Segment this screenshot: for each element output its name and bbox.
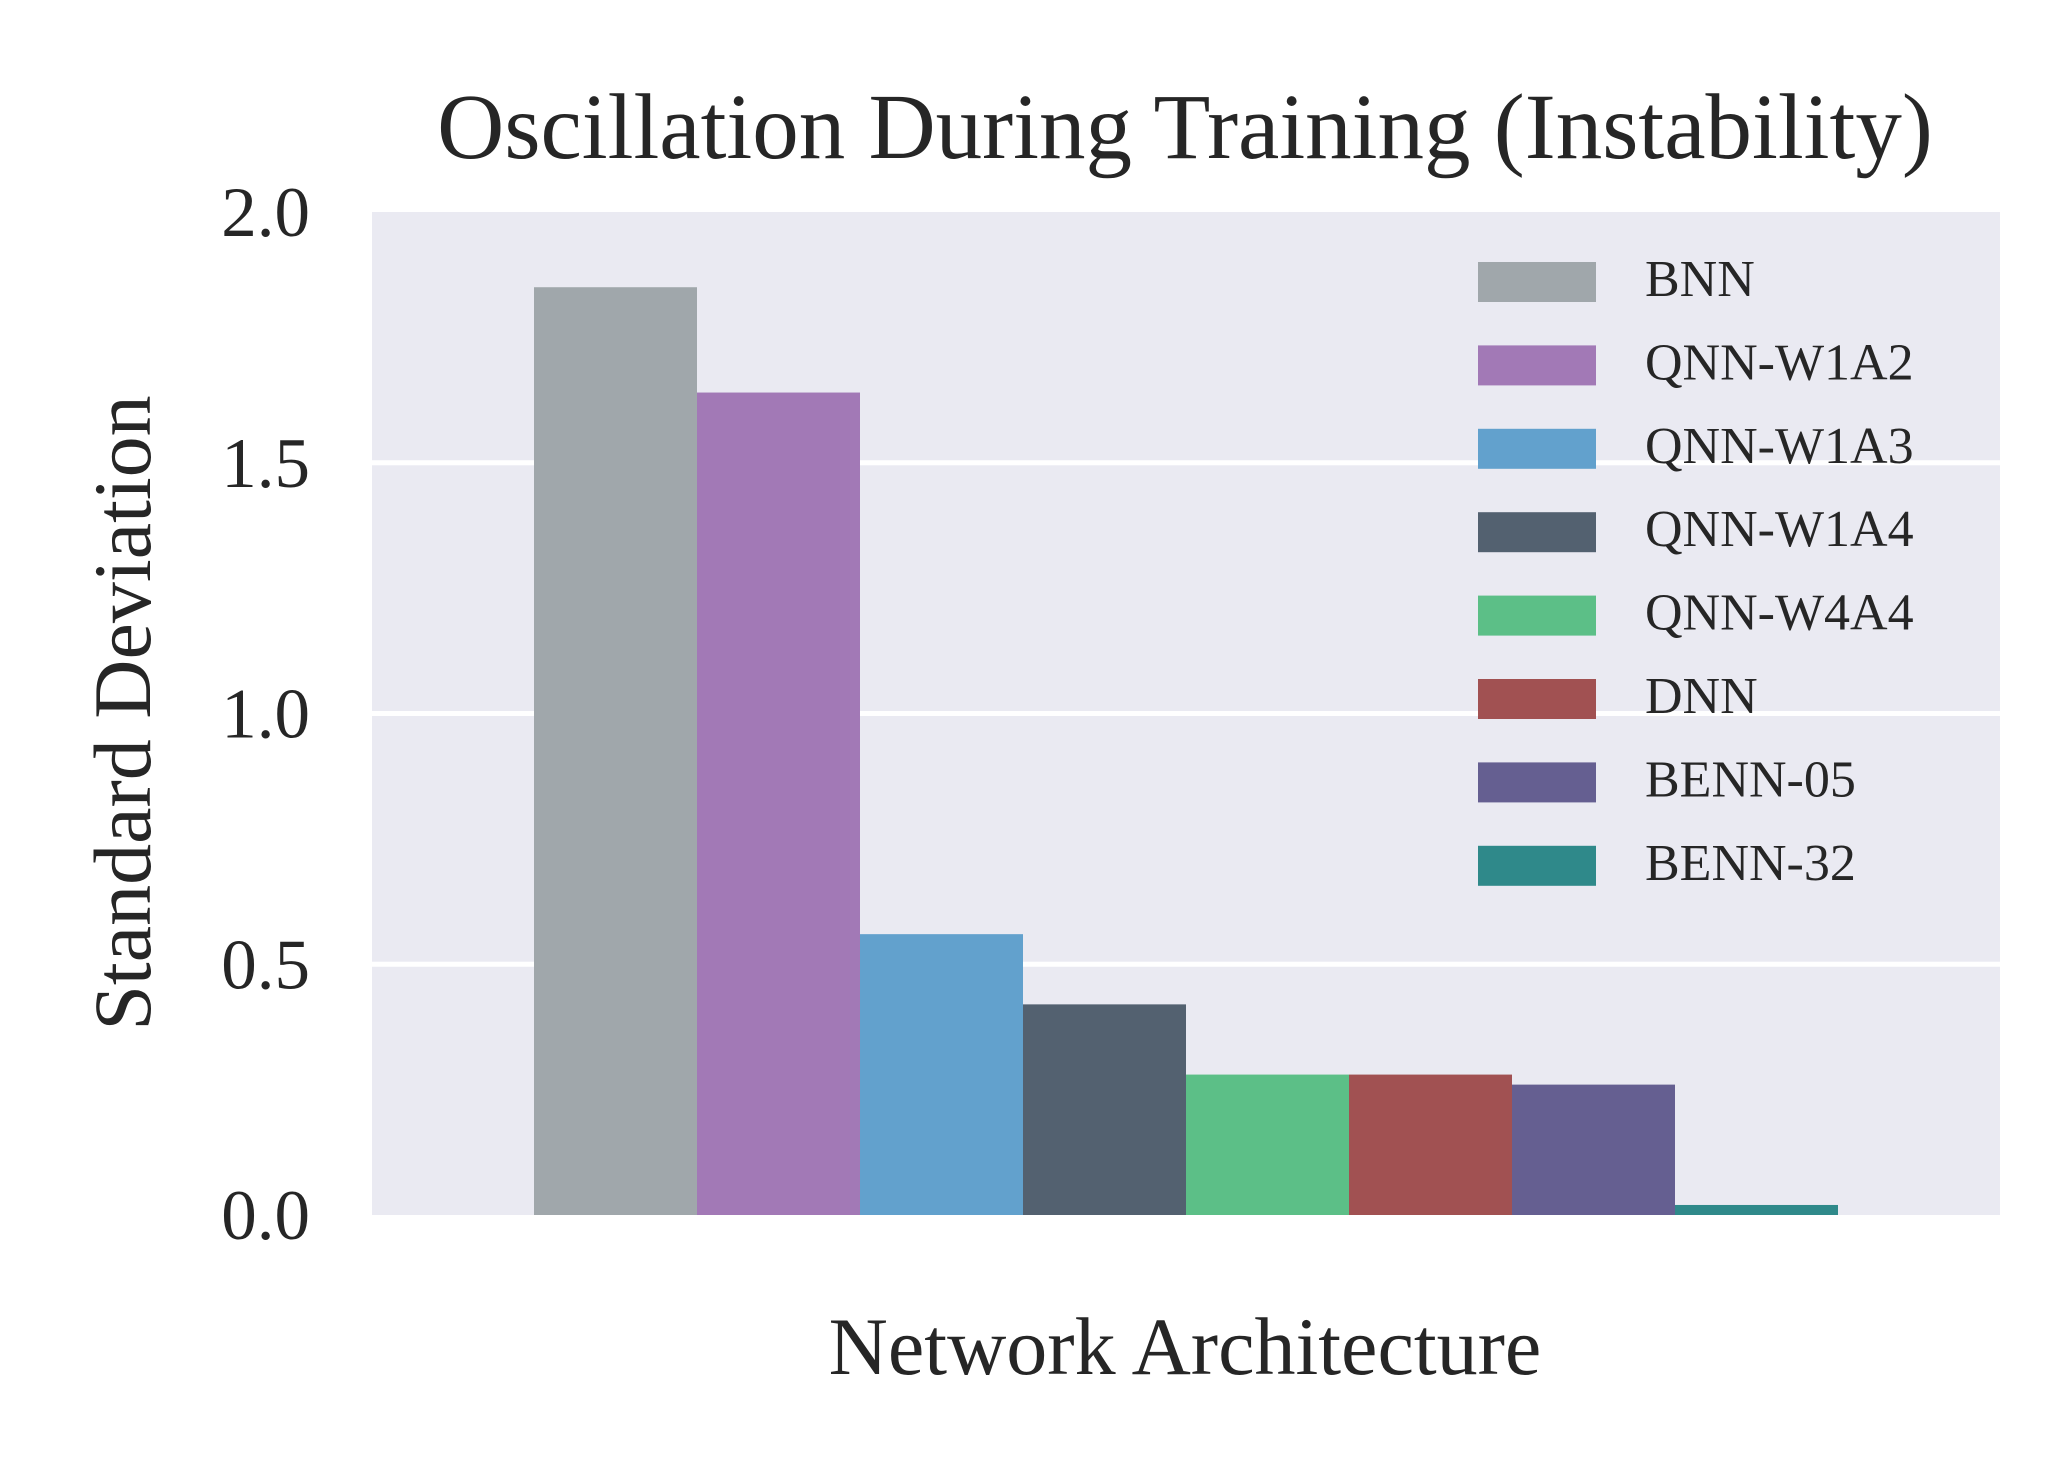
legend: BNN QNN-W1A2 QNN-W1A3 QNN-W1A4 QNN-W4A4 DNN BE… [1478,251,1914,892]
legend-swatch-qnn-w1a4 [1478,512,1596,553]
y-tick-label: 1.5 [221,425,310,503]
legend-swatch-qnn-w4a4 [1478,595,1596,636]
bar-qnn-w4a4 [1186,1074,1349,1215]
legend-label: BNN [1645,251,1755,308]
legend-swatch-dnn [1478,679,1596,719]
y-tick-labels: 0.0 0.5 1.0 1.5 2.0 [221,174,310,1255]
legend-swatch-benn-05 [1478,762,1596,803]
y-tick-label: 2.0 [221,174,310,252]
x-axis-label: Network Architecture [829,1301,1542,1392]
y-tick-label: 1.0 [221,676,310,754]
legend-label: QNN-W1A2 [1645,334,1914,391]
legend-swatch-benn-32 [1478,845,1596,886]
legend-label: DNN [1645,668,1758,725]
bars [534,287,1838,1216]
y-tick-label: 0.0 [221,1177,310,1255]
legend-label: BENN-05 [1645,751,1856,808]
bar-qnn-w1a2 [697,392,860,1215]
y-axis-label: Standard Deviation [77,395,168,1030]
bar-qnn-w1a4 [1023,1004,1186,1215]
legend-swatch-qnn-w1a3 [1478,428,1596,469]
legend-swatch-qnn-w1a2 [1478,345,1596,386]
legend-label: QNN-W1A4 [1645,501,1914,558]
bar-dnn [1349,1074,1512,1215]
bar-bnn [534,287,697,1216]
legend-label: QNN-W1A3 [1645,418,1914,475]
legend-label: BENN-32 [1645,835,1856,892]
y-tick-label: 0.5 [221,926,310,1004]
bar-benn-05 [1512,1084,1675,1215]
legend-swatch-bnn [1478,262,1596,302]
bar-qnn-w1a3 [860,934,1023,1215]
chart-title: Oscillation During Training (Instability… [437,76,1933,179]
legend-label: QNN-W4A4 [1645,585,1914,642]
bar-benn-32 [1675,1204,1838,1215]
